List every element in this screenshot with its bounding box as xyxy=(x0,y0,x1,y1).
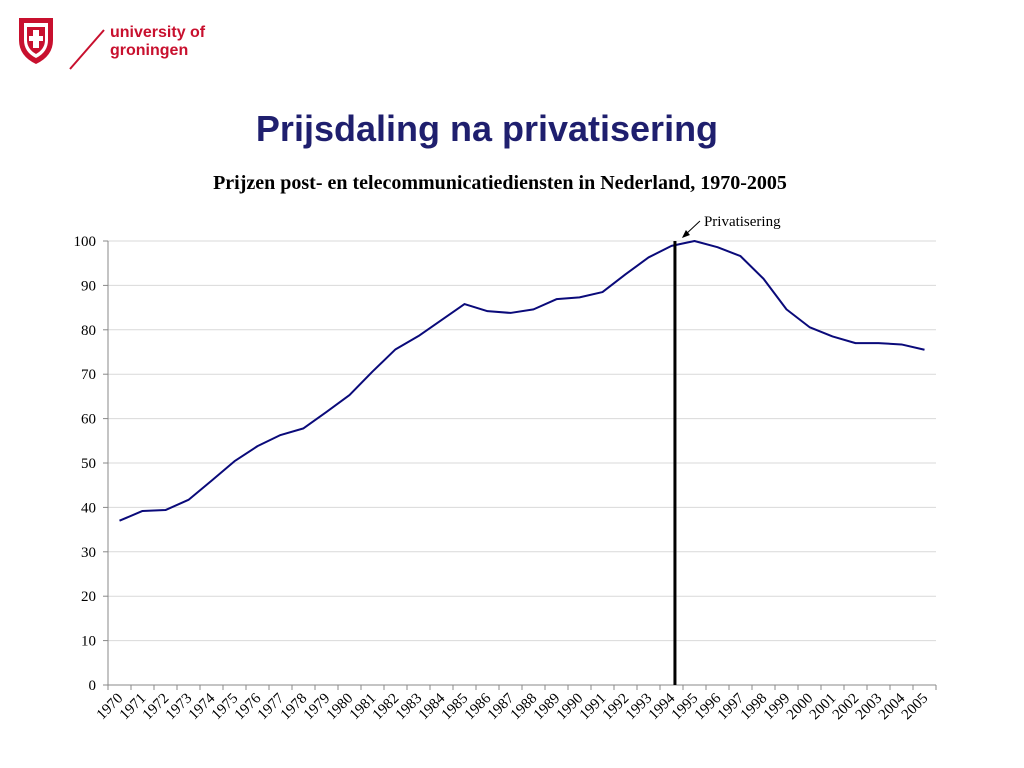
crest-icon xyxy=(19,18,53,64)
gridlines xyxy=(108,240,936,686)
y-tick-label: 80 xyxy=(81,323,96,339)
slide-title: Prijsdaling na privatisering xyxy=(255,108,719,149)
brand-line-1: university of xyxy=(110,24,206,41)
y-tick-label: 90 xyxy=(81,278,96,294)
y-tick-label: 30 xyxy=(81,545,96,561)
y-tick-label: 50 xyxy=(81,456,96,472)
y-tick-label: 0 xyxy=(89,678,97,694)
annotation: Privatisering xyxy=(673,214,781,685)
y-tick-label: 70 xyxy=(81,367,96,383)
x-tick-labels: 1970197119721973197419751976197719781979… xyxy=(94,690,932,723)
y-tick-label: 10 xyxy=(81,634,96,650)
chart-title: Prijzen post- en telecommunicatiedienste… xyxy=(213,172,787,194)
y-tick-label: 100 xyxy=(74,234,97,250)
series-line-0 xyxy=(119,240,925,522)
y-tick-label: 60 xyxy=(81,412,96,428)
university-logo: university of groningen xyxy=(12,12,212,72)
axes xyxy=(103,240,937,690)
annotation-label: Privatisering xyxy=(704,214,781,230)
y-tick-labels: 0 10 20 30 40 50 60 70 80 90 100 xyxy=(74,234,97,694)
series-lines xyxy=(119,240,925,522)
annotation-arrowhead xyxy=(681,230,690,238)
y-tick-label: 20 xyxy=(81,589,96,605)
brand-line-2: groningen xyxy=(110,42,189,59)
logo-divider xyxy=(69,29,105,70)
y-tick-label: 40 xyxy=(81,500,96,516)
x-tick-label: 2005 xyxy=(899,691,932,724)
